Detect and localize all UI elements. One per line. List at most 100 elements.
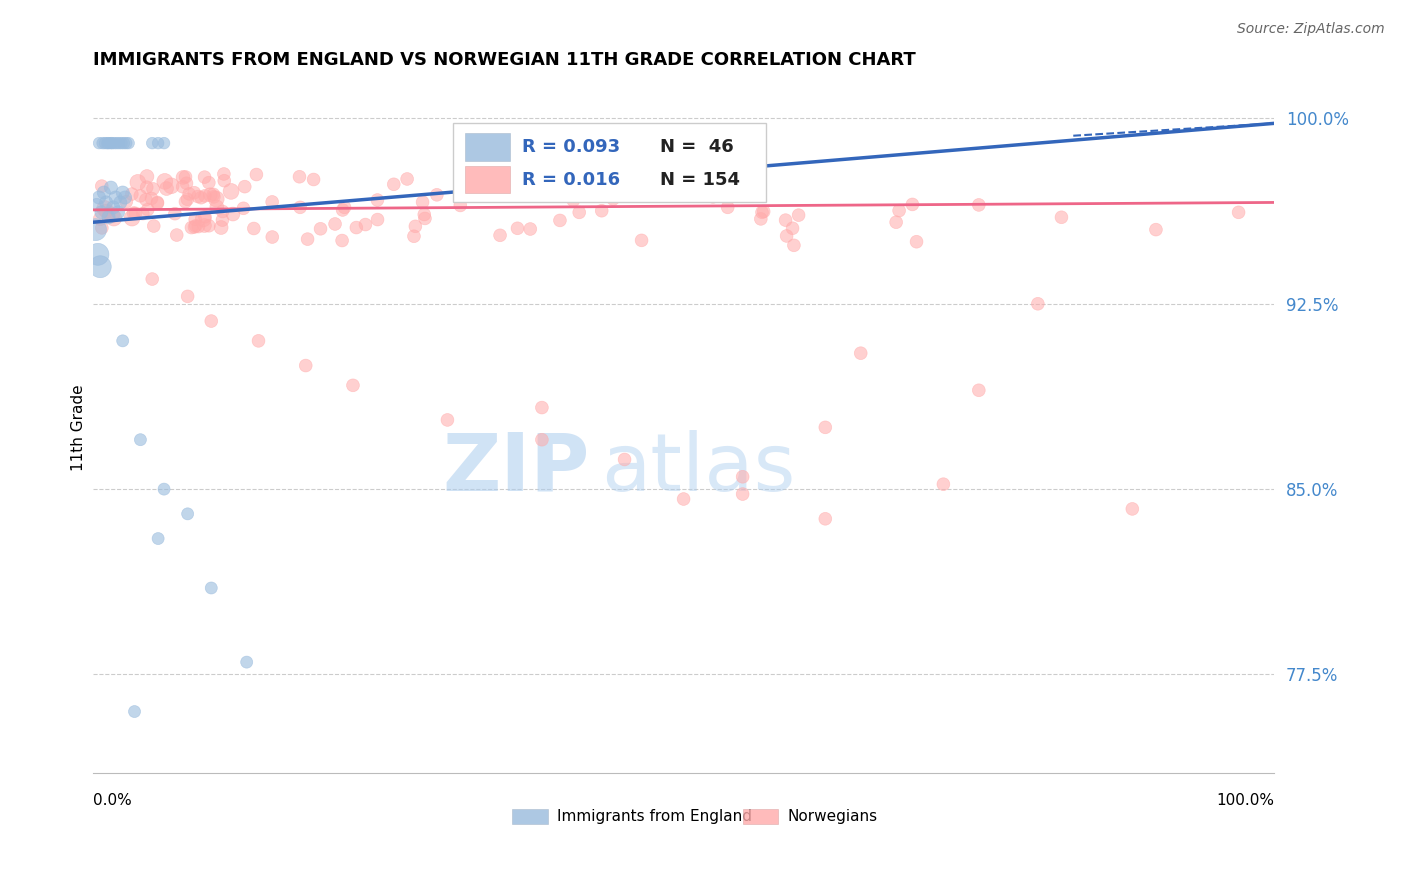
Point xyxy=(967,384,990,398)
Point xyxy=(100,180,122,194)
Point xyxy=(202,187,225,202)
Point xyxy=(211,204,233,219)
Text: Norwegians: Norwegians xyxy=(787,809,877,823)
Point xyxy=(183,186,205,200)
Point xyxy=(193,211,215,226)
Point xyxy=(849,346,872,360)
Point xyxy=(412,195,434,210)
Point xyxy=(530,401,553,415)
Point xyxy=(294,359,316,373)
Point xyxy=(262,230,284,244)
Point xyxy=(932,477,955,491)
Point xyxy=(905,235,928,249)
Point xyxy=(103,211,125,225)
Point xyxy=(884,215,907,229)
Point xyxy=(108,136,131,150)
Point xyxy=(1121,502,1143,516)
Point xyxy=(288,200,311,214)
Text: 100.0%: 100.0% xyxy=(1216,793,1274,808)
Text: Immigrants from England: Immigrants from England xyxy=(557,809,752,823)
Point xyxy=(530,433,553,447)
Point xyxy=(110,136,132,150)
Point xyxy=(479,176,502,190)
Point xyxy=(202,190,225,204)
Text: R = 0.093: R = 0.093 xyxy=(522,138,620,156)
Point xyxy=(413,211,436,226)
Point xyxy=(506,221,529,235)
Point xyxy=(176,192,198,206)
Point xyxy=(146,196,169,211)
Point xyxy=(548,213,571,227)
Point xyxy=(214,174,236,188)
Point xyxy=(613,186,636,200)
Point xyxy=(111,334,134,348)
Point xyxy=(967,198,990,212)
Point xyxy=(184,219,207,233)
Point xyxy=(382,178,405,192)
Point xyxy=(100,136,122,150)
Point xyxy=(193,219,215,233)
Point xyxy=(153,174,176,188)
Point xyxy=(262,194,284,209)
Point xyxy=(489,179,512,194)
Point xyxy=(233,179,256,194)
Point xyxy=(413,207,436,221)
Point xyxy=(247,334,270,348)
Point xyxy=(211,213,233,227)
Point xyxy=(309,221,332,235)
FancyBboxPatch shape xyxy=(742,809,778,824)
Point xyxy=(121,211,143,226)
Point xyxy=(731,487,754,501)
Point xyxy=(93,202,115,216)
Y-axis label: 11th Grade: 11th Grade xyxy=(72,384,86,471)
Point xyxy=(93,186,115,200)
Point xyxy=(184,212,207,227)
FancyBboxPatch shape xyxy=(512,809,548,824)
Point xyxy=(344,220,367,235)
Point xyxy=(602,192,624,206)
Point xyxy=(96,136,118,150)
Point xyxy=(91,136,114,150)
Point xyxy=(449,198,471,212)
Text: N = 154: N = 154 xyxy=(659,170,740,188)
Point xyxy=(212,167,235,181)
Point xyxy=(222,207,245,221)
Point xyxy=(887,203,910,218)
Point xyxy=(124,705,146,719)
Point xyxy=(591,203,613,218)
Point xyxy=(89,260,111,274)
Point xyxy=(172,170,194,185)
Point xyxy=(190,191,212,205)
Point xyxy=(97,206,120,220)
FancyBboxPatch shape xyxy=(453,123,766,202)
Point xyxy=(205,200,228,214)
Point xyxy=(94,204,117,219)
FancyBboxPatch shape xyxy=(465,166,510,194)
Point xyxy=(129,433,152,447)
Point xyxy=(187,219,209,234)
Point xyxy=(288,169,311,184)
Point xyxy=(176,507,198,521)
Point xyxy=(100,208,122,222)
Point xyxy=(153,482,176,496)
Point xyxy=(194,210,217,224)
Point xyxy=(751,205,773,219)
Point xyxy=(1050,211,1073,225)
Point xyxy=(814,512,837,526)
Point xyxy=(112,136,135,150)
Point xyxy=(219,185,242,199)
Point xyxy=(672,491,695,506)
Point xyxy=(141,272,163,286)
Point xyxy=(87,190,110,204)
Point xyxy=(94,136,117,150)
Point xyxy=(330,234,353,248)
Point xyxy=(146,195,169,210)
Point xyxy=(183,219,205,234)
Point xyxy=(166,228,188,243)
Point xyxy=(235,655,257,669)
Point xyxy=(302,172,325,186)
Text: atlas: atlas xyxy=(600,430,796,508)
Point xyxy=(107,205,129,219)
Text: N =  46: N = 46 xyxy=(659,138,734,156)
Point xyxy=(101,136,124,150)
